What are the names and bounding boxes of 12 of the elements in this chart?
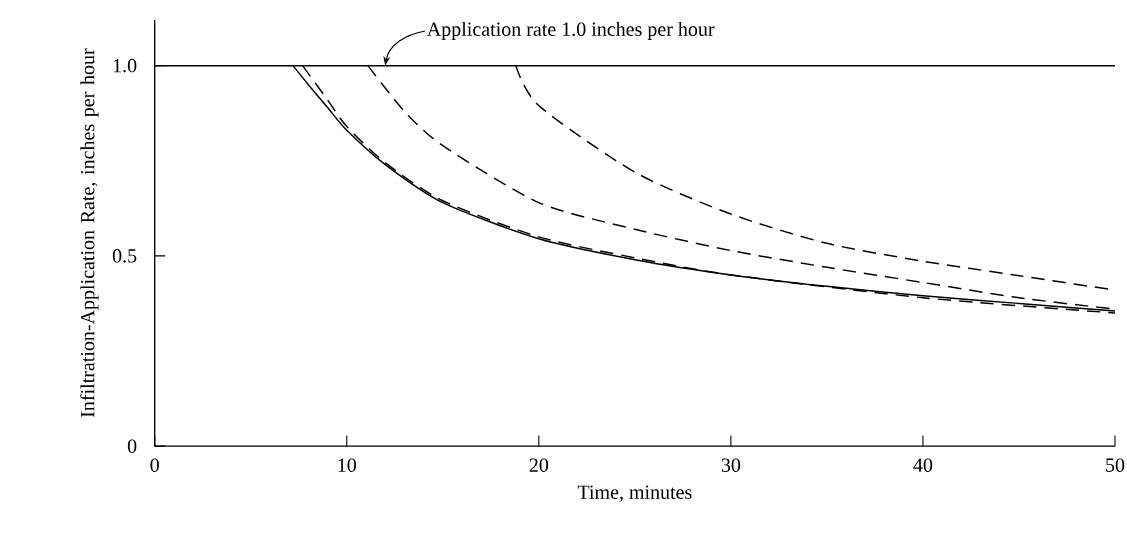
y-tick-label: 0.5 — [112, 249, 137, 263]
x-tick-label: 40 — [913, 458, 933, 472]
x-axis-title: Time, minutes — [577, 485, 692, 502]
y-tick-label: 0 — [127, 439, 137, 453]
x-tick-label: 50 — [1106, 458, 1125, 472]
annotation: Application rate 1.0 inches per hour — [426, 21, 715, 40]
y-axis-title: Infiltration-Application Rate, inches per hour — [80, 48, 99, 417]
x-tick-label: 0 — [150, 458, 159, 472]
y-tick-label: 1.0 — [113, 58, 137, 73]
x-tick-label: 10 — [338, 458, 357, 472]
x-tick-label: 30 — [721, 458, 741, 472]
x-tick-label: 20 — [529, 458, 549, 472]
